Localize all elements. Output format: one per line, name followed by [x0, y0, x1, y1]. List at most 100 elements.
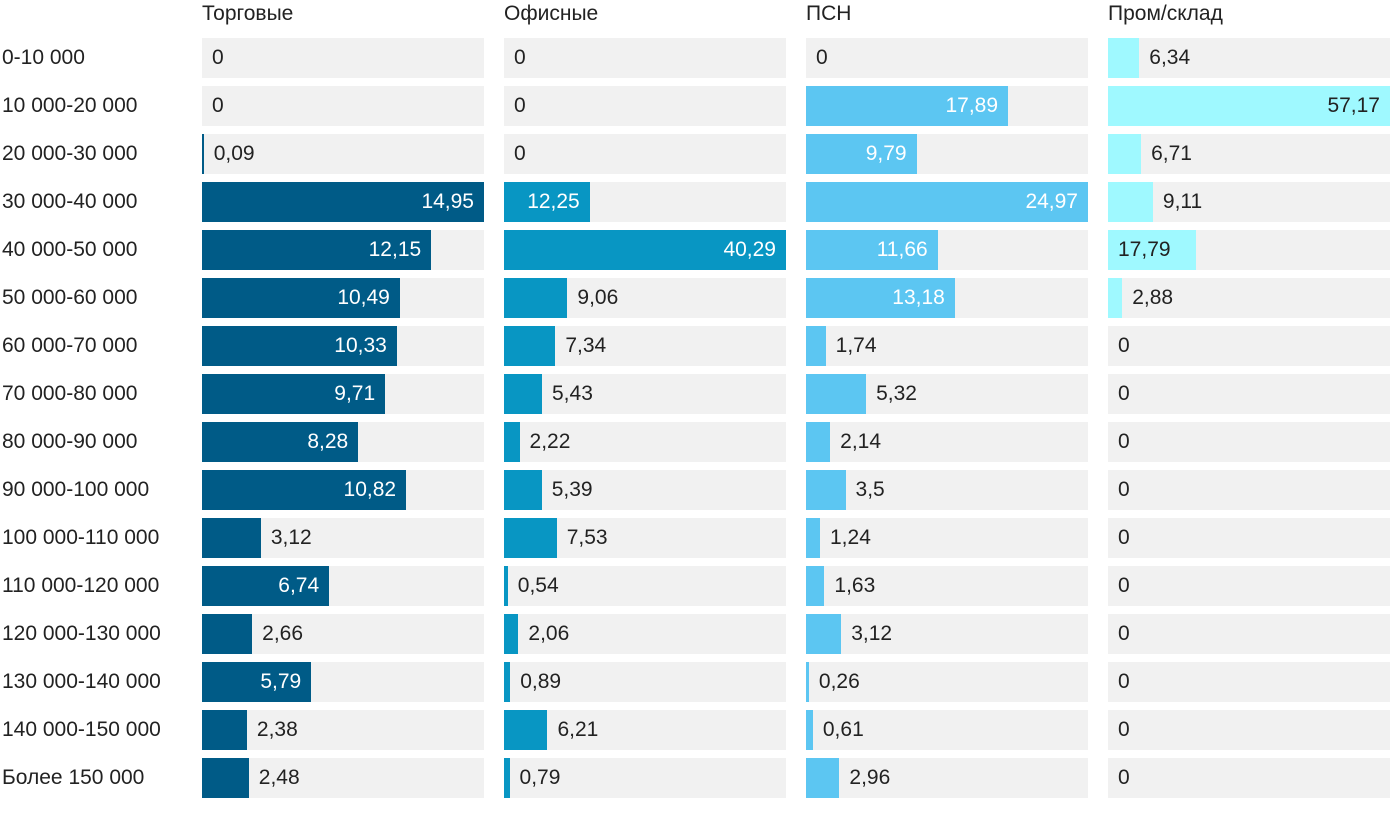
bar	[202, 470, 407, 510]
bar	[1108, 278, 1123, 318]
data-label: 2,48	[258, 766, 300, 789]
bar-track: 5,79	[202, 662, 484, 702]
bar	[806, 614, 842, 654]
bar-track: 0	[504, 86, 786, 126]
data-label: 9,71	[334, 382, 376, 405]
data-label: 14,95	[421, 190, 474, 213]
bar	[1108, 86, 1390, 126]
data-label: 2,96	[849, 766, 891, 789]
data-label: 0	[1118, 670, 1130, 693]
bar	[202, 614, 253, 654]
bar	[202, 662, 312, 702]
category-label: 50 000-60 000	[2, 286, 138, 309]
bar-track: 3,12	[806, 614, 1088, 654]
bar-track: 0	[202, 38, 484, 78]
bar	[806, 278, 955, 318]
category-label: 70 000-80 000	[2, 382, 138, 405]
data-label: 11,66	[876, 238, 928, 261]
data-label: 0,61	[822, 718, 864, 741]
bar-track: 2,38	[202, 710, 484, 750]
data-label: 6,74	[278, 574, 320, 597]
bar	[504, 182, 590, 222]
bar-track: 3,12	[202, 518, 484, 558]
data-label: 3,5	[855, 478, 885, 501]
bar-track: 0	[1108, 710, 1390, 750]
bar	[504, 278, 568, 318]
data-label: 0	[1118, 574, 1130, 597]
data-label: 0,89	[520, 670, 562, 693]
bar-track: 0,09	[202, 134, 484, 174]
bar	[504, 518, 557, 558]
data-label: 0,79	[519, 766, 561, 789]
category-label: 80 000-90 000	[2, 430, 138, 453]
bar-track: 2,22	[504, 422, 786, 462]
bar-track: 10,82	[202, 470, 484, 510]
bar	[504, 662, 511, 702]
bar-track: 5,39	[504, 470, 786, 510]
data-label: 0	[1118, 526, 1130, 549]
bar	[806, 470, 846, 510]
bar-track: 24,97	[806, 182, 1088, 222]
category-label: 0-10 000	[2, 46, 85, 69]
bar-track: 0,79	[504, 758, 786, 798]
bar-track: 1,74	[806, 326, 1088, 366]
bar-track: 0	[1108, 758, 1390, 798]
bar	[806, 374, 867, 414]
bar	[504, 710, 548, 750]
bar-track: 2,96	[806, 758, 1088, 798]
bar	[806, 422, 831, 462]
bar	[202, 422, 359, 462]
data-label: 24,97	[1025, 190, 1078, 213]
bar	[202, 758, 249, 798]
data-label: 5,39	[551, 478, 593, 501]
bar-track: 0,26	[806, 662, 1088, 702]
bar-track: 0	[202, 86, 484, 126]
data-label: 2,38	[256, 718, 298, 741]
bar-track: 10,49	[202, 278, 484, 318]
bar	[504, 230, 786, 270]
data-label: 40,29	[723, 238, 776, 261]
data-label: 10,33	[334, 334, 387, 357]
bar	[806, 326, 826, 366]
bar	[1108, 182, 1153, 222]
bar	[202, 134, 204, 174]
bar-track: 1,63	[806, 566, 1088, 606]
bar-track: 11,66	[806, 230, 1088, 270]
bar-track: 6,71	[1108, 134, 1390, 174]
bar	[504, 470, 542, 510]
bar	[202, 566, 330, 606]
bar-track: 0	[1108, 470, 1390, 510]
category-label: 30 000-40 000	[2, 190, 138, 213]
data-label: 6,34	[1149, 46, 1191, 69]
data-label: 9,06	[577, 286, 619, 309]
bar-track: 12,15	[202, 230, 484, 270]
bar	[202, 182, 484, 222]
bar	[1108, 38, 1140, 78]
bar	[1108, 134, 1142, 174]
data-label: 0	[1118, 478, 1130, 501]
bar	[1108, 230, 1196, 270]
data-label: 0	[212, 46, 224, 69]
data-label: 0	[514, 142, 526, 165]
bar-track: 2,66	[202, 614, 484, 654]
bar	[504, 374, 542, 414]
data-label: 1,63	[834, 574, 876, 597]
bar-track: 9,11	[1108, 182, 1390, 222]
data-label: 9,79	[865, 142, 907, 165]
data-label: 0	[514, 46, 526, 69]
category-label: 90 000-100 000	[2, 478, 150, 501]
bar-track: 12,25	[504, 182, 786, 222]
data-label: 0	[1118, 382, 1130, 405]
bar	[806, 566, 825, 606]
data-label: 9,11	[1162, 190, 1203, 213]
data-label: 2,14	[840, 430, 882, 453]
bar	[806, 86, 1009, 126]
bar-track: 17,89	[806, 86, 1088, 126]
bar-track: 0,54	[504, 566, 786, 606]
bar	[806, 518, 820, 558]
data-label: 0	[1118, 622, 1130, 645]
bar-track: 2,06	[504, 614, 786, 654]
bar-track: 40,29	[504, 230, 786, 270]
category-label: 100 000-110 000	[2, 526, 160, 549]
bar	[202, 278, 400, 318]
